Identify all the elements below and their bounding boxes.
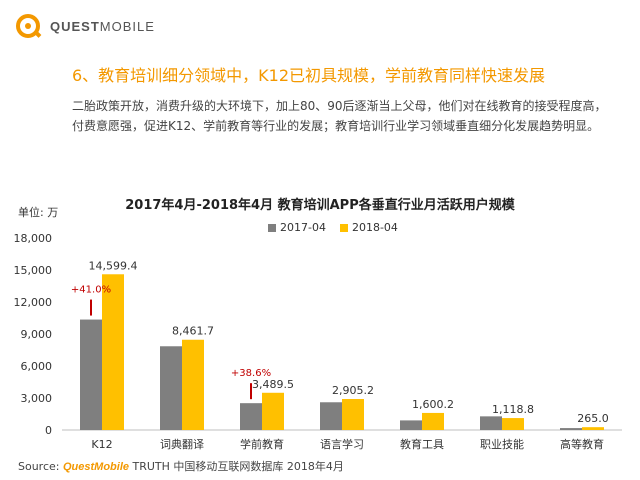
bar-2017 [160, 346, 182, 430]
section-heading: 6、教育培训细分领域中，K12已初具规模，学前教育同样快速发展 [72, 66, 546, 85]
bar-2018 [342, 399, 364, 430]
bar-2018 [102, 274, 124, 430]
x-tick-label: 职业技能 [480, 437, 524, 451]
source-brand: QuestMobile [63, 461, 130, 473]
x-tick-label: 词典翻译 [160, 437, 204, 451]
legend-swatch-2018 [339, 223, 348, 232]
bar-2017 [400, 420, 422, 430]
brand-name: QUESTMOBILE [50, 18, 155, 34]
source-text: TRUTH 中国移动互联网数据库 2018年4月 [132, 460, 344, 473]
bar-2018 [262, 392, 284, 430]
data-label: 265.0 [577, 412, 609, 425]
x-tick-label: 高等教育 [560, 437, 604, 451]
bar-2018 [582, 427, 604, 430]
legend-item-2018: 2018-04 [339, 221, 398, 234]
y-tick-label: 18,000 [14, 232, 53, 245]
data-label: 8,461.7 [172, 325, 214, 338]
y-tick-label: 3,000 [21, 392, 53, 405]
data-label: 3,489.5 [252, 378, 294, 391]
chart-legend: 2017-04 2018-04 [268, 221, 398, 234]
legend-item-2017: 2017-04 [268, 221, 326, 234]
bar-2017 [80, 319, 102, 430]
growth-label: +41.0% [71, 285, 111, 296]
bar-2018 [182, 339, 204, 430]
questmobile-logo: QUESTMOBILE [14, 12, 155, 40]
bar-2017 [480, 416, 502, 430]
data-label: 2,905.2 [332, 384, 374, 397]
y-tick-label: 6,000 [21, 360, 53, 373]
x-tick-label: 学前教育 [240, 437, 284, 451]
x-tick-label: 教育工具 [400, 437, 444, 451]
bar-2018 [422, 412, 444, 430]
bar-2018 [502, 418, 524, 430]
data-label: 14,599.4 [89, 259, 138, 272]
y-tick-label: 9,000 [21, 328, 53, 341]
y-tick-label: 0 [45, 424, 52, 437]
y-tick-label: 12,000 [14, 296, 53, 309]
questmobile-logo-icon [16, 14, 42, 38]
bar-2017 [240, 403, 262, 430]
source-note: Source: QuestMobile TRUTH 中国移动互联网数据库 201… [18, 460, 344, 473]
bar-2017 [320, 402, 342, 430]
data-label: 1,118.8 [492, 403, 534, 416]
y-tick-label: 15,000 [14, 264, 53, 277]
intro-paragraph: 二胎政策开放，消费升级的大环境下，加上80、90后逐渐当上父母，他们对在线教育的… [72, 99, 607, 133]
data-label: 1,600.2 [412, 398, 454, 411]
x-tick-label: K12 [91, 438, 112, 451]
x-tick-label: 语言学习 [320, 437, 364, 451]
legend-label-2017: 2017-04 [280, 221, 326, 234]
unit-label: 单位: 万 [18, 206, 59, 219]
growth-label: +38.6% [231, 368, 271, 379]
legend-swatch-2017 [268, 223, 276, 232]
legend-label-2018: 2018-04 [351, 221, 398, 234]
bar-2017 [560, 428, 582, 430]
chart-title: 2017年4月-2018年4月 教育培训APP各垂直行业月活跃用户规模 [125, 198, 515, 213]
